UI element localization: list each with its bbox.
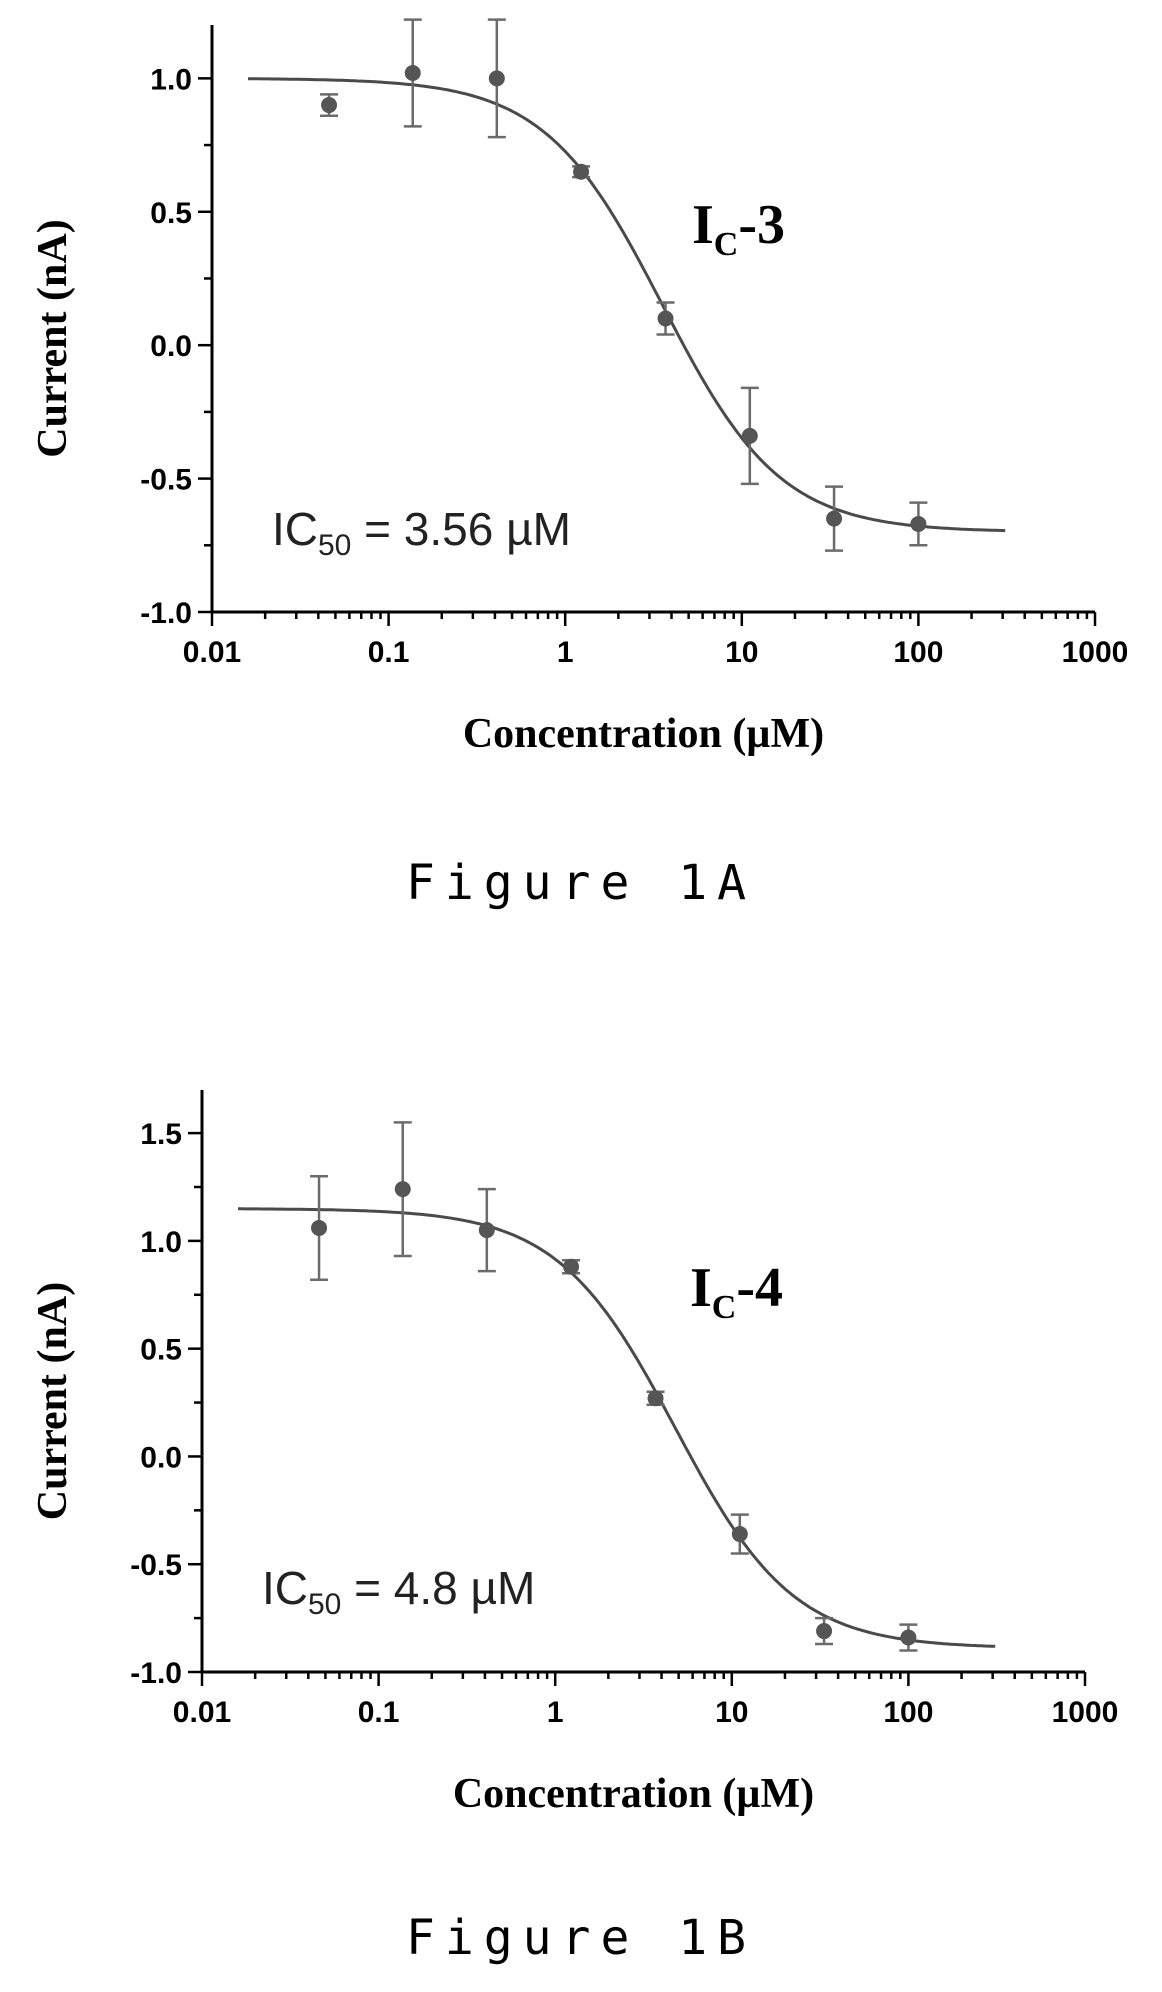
x-tick-label: 10	[715, 1696, 748, 1729]
data-point	[478, 1222, 495, 1239]
data-point-group	[909, 501, 928, 547]
data-point-group	[646, 1390, 665, 1407]
data-point-group	[393, 1121, 412, 1258]
x-tick-label: 1	[547, 1696, 564, 1729]
data-point-group	[740, 386, 759, 486]
data-point	[900, 1629, 917, 1646]
fit-curve	[238, 1207, 996, 1648]
chart-figure-1b: -1.0 -0.5 0.0 0.5 1.0 1.5 0.01 0.1 1 10 100 1000 Con…	[30, 1090, 1119, 1817]
x-tick-label: 100	[893, 636, 943, 669]
data-point-group	[403, 18, 422, 128]
data-point-group	[825, 485, 844, 552]
y-axis-title: Current (nA)	[30, 1282, 76, 1520]
y-tick-label: -0.5	[140, 464, 192, 497]
data-point	[910, 515, 927, 532]
x-tick-label: 100	[883, 1696, 933, 1729]
ic50-annotation: IC50 = 3.56 µM	[272, 503, 571, 562]
data-point	[647, 1390, 664, 1407]
x-tick-label: 1	[557, 636, 574, 669]
x-tick-label: 0.1	[358, 1696, 400, 1729]
figure-caption-1b: Figure 1B	[405, 1910, 757, 1966]
data-point	[563, 1258, 580, 1275]
x-tick-label: 1000	[1062, 636, 1129, 669]
data-point-group	[562, 1258, 581, 1275]
x-axis-title: Concentration (µM)	[453, 1771, 814, 1817]
data-point	[311, 1219, 328, 1236]
data-point	[488, 70, 505, 87]
data-point	[394, 1181, 411, 1198]
data-point	[404, 65, 421, 82]
y-tick-label: 0.0	[150, 330, 192, 363]
y-axis-title: Current (nA)	[30, 219, 76, 457]
data-point	[657, 310, 674, 327]
data-point-group	[310, 1174, 329, 1281]
y-tick-label: 0.5	[140, 1334, 182, 1367]
ic50-annotation: IC50 = 4.8 µM	[262, 1562, 535, 1621]
data-point-group	[572, 163, 591, 180]
x-tick-label: 10	[725, 636, 758, 669]
data-point-group	[320, 93, 339, 117]
data-point-group	[899, 1623, 918, 1652]
compound-label: IC-4	[690, 1257, 783, 1326]
compound-label: IC-3	[692, 194, 785, 263]
y-tick-label: 1.0	[150, 63, 192, 96]
y-tick-label: 1.5	[140, 1118, 182, 1151]
fit-curve	[248, 77, 1006, 533]
x-tick-label: 0.1	[368, 636, 410, 669]
data-point	[731, 1526, 748, 1543]
data-point-group	[487, 18, 506, 139]
y-tick-label: -1.0	[130, 1657, 182, 1690]
y-tick-label: 0.0	[140, 1441, 182, 1474]
data-point	[573, 163, 590, 180]
data-point-group	[730, 1513, 749, 1555]
data-point	[816, 1623, 833, 1640]
y-tick-label: -0.5	[130, 1549, 182, 1582]
data-point-group	[815, 1616, 834, 1646]
data-point-group	[656, 301, 675, 336]
x-axis-title: Concentration (µM)	[463, 711, 824, 757]
x-tick-label: 0.01	[183, 636, 241, 669]
data-point	[826, 510, 843, 527]
x-tick-label: 1000	[1052, 1696, 1119, 1729]
y-tick-label: 0.5	[150, 197, 192, 230]
figure-caption-1a: Figure 1A	[405, 855, 757, 911]
data-point-group	[477, 1187, 496, 1273]
chart-figure-1a: -1.0 -0.5 0.0 0.5 1.0 0.01 0.1 1 10 100 1000 Concen…	[30, 18, 1129, 757]
y-tick-label: 1.0	[140, 1226, 182, 1259]
y-tick-label: -1.0	[140, 597, 192, 630]
x-tick-label: 0.01	[173, 1696, 231, 1729]
data-point	[321, 97, 338, 114]
data-point	[741, 427, 758, 444]
